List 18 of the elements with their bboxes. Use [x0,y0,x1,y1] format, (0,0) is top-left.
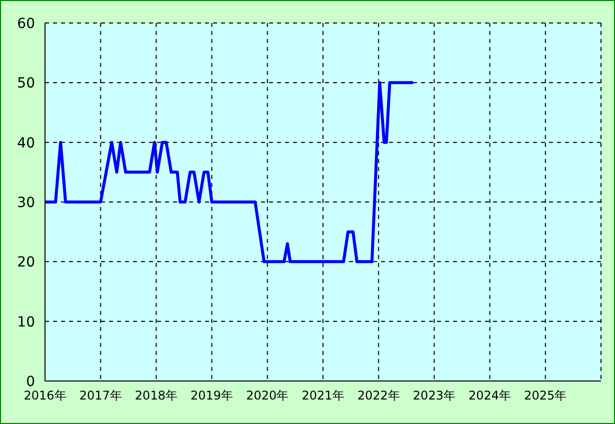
x-tick-label: 2024年 [468,388,512,403]
x-tick-label: 2016年 [24,388,66,403]
x-tick-label: 2017年 [79,388,122,403]
y-tick-label: 20 [17,254,35,271]
y-tick-label: 40 [17,135,35,152]
x-tick-label: 2025年 [524,388,567,403]
line-series [45,81,415,264]
x-tick-label: 2023年 [412,388,456,403]
x-tick-label: 2018年 [134,388,178,403]
y-tick-label: 10 [17,314,35,330]
y-tick-label: 60 [17,16,35,32]
x-tick-label: 2019年 [190,388,234,403]
y-tick-label: 50 [17,76,35,92]
y-tick-label: 30 [17,194,35,211]
x-tick-label: 2021年 [302,388,344,403]
x-tick-label: 2022年 [357,388,400,403]
y-tick-label: 0 [26,374,35,390]
x-tick-label: 2020年 [246,388,289,403]
